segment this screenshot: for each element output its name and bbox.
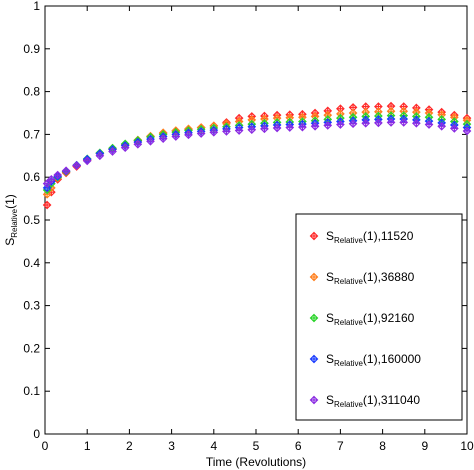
- y-tick-label: 0: [33, 427, 40, 441]
- y-axis-label-main: S: [3, 238, 17, 246]
- y-axis-label: SRelative(1): [3, 194, 19, 246]
- y-tick-label: 0.5: [23, 213, 40, 227]
- y-tick-label: 0.2: [23, 341, 40, 355]
- data-point: [336, 120, 345, 129]
- x-axis-label: Time (Revolutions): [206, 455, 306, 469]
- data-point: [323, 121, 333, 130]
- data-point: [184, 130, 193, 140]
- data-point: [120, 143, 130, 153]
- x-tick-label: 5: [253, 439, 260, 453]
- y-tick-label: 0.4: [23, 256, 40, 270]
- data-point: [108, 147, 117, 156]
- data-point: [298, 122, 307, 132]
- data-point: [399, 118, 409, 127]
- series-5: [42, 118, 472, 188]
- data-point: [361, 118, 371, 128]
- data-point: [462, 126, 472, 136]
- x-tick-label: 7: [337, 439, 344, 453]
- data-point: [449, 124, 459, 133]
- data-point: [386, 118, 396, 127]
- data-point: [146, 136, 155, 146]
- y-tick-label: 0.6: [23, 170, 40, 184]
- y-axis-label-suffix: (1): [3, 194, 17, 209]
- data-point: [133, 139, 143, 149]
- y-tick-label: 0.8: [23, 85, 40, 99]
- data-point: [82, 156, 92, 166]
- data-point: [424, 120, 434, 129]
- legend-label: SRelative(1),11520: [326, 229, 414, 245]
- y-tick-label: 0.3: [23, 299, 40, 313]
- data-point: [285, 123, 295, 132]
- x-tick-label: 1: [84, 439, 91, 453]
- legend-marker: [309, 354, 319, 364]
- y-tick-label: 1: [33, 0, 40, 13]
- y-tick-label: 0.1: [23, 384, 40, 398]
- x-tick-label: 2: [126, 439, 133, 453]
- data-point: [72, 161, 81, 170]
- x-tick-label: 8: [379, 439, 386, 453]
- data-point: [42, 179, 52, 188]
- data-point: [46, 174, 56, 184]
- y-axis: 0 0.1 0.2 0.3 0.4 0.5 0.6 0.7 0.8 0.9 1: [23, 0, 467, 441]
- data-point: [158, 134, 168, 144]
- data-point: [374, 118, 383, 128]
- x-axis: 0 1 2 3 4 5 6 7 8 9 10: [42, 6, 474, 453]
- y-tick-label: 0.7: [23, 127, 40, 141]
- data-point: [196, 129, 206, 138]
- legend-marker: [309, 231, 319, 241]
- legend-label: SRelative(1),311040: [326, 393, 420, 409]
- x-tick-label: 3: [168, 439, 175, 453]
- data-point: [437, 121, 447, 131]
- data-markers: [42, 101, 472, 210]
- legend-item: SRelative(1),160000: [309, 352, 421, 368]
- legend-item: SRelative(1),311040: [309, 393, 420, 409]
- x-tick-label: 6: [295, 439, 302, 453]
- data-point: [95, 151, 105, 161]
- legend-label: SRelative(1),160000: [326, 352, 421, 368]
- data-point: [348, 119, 358, 129]
- legend-marker: [309, 272, 319, 282]
- data-point: [310, 121, 320, 131]
- x-tick-label: 0: [42, 439, 49, 453]
- legend: SRelative(1),11520 SRelative(1),36880 SRel…: [295, 213, 463, 421]
- data-point: [53, 170, 63, 180]
- y-axis-label-sub: Relative: [10, 208, 19, 237]
- y-tick-label: 0.9: [23, 42, 40, 56]
- legend-box: [295, 213, 463, 421]
- legend-label: SRelative(1),92160: [326, 311, 415, 327]
- data-point: [272, 123, 282, 133]
- data-point: [260, 124, 269, 134]
- x-tick-label: 10: [460, 439, 474, 453]
- data-point: [42, 200, 52, 210]
- data-point: [234, 126, 244, 135]
- data-point: [412, 118, 421, 128]
- data-point: [171, 132, 181, 141]
- data-point: [247, 125, 257, 135]
- legend-item: SRelative(1),11520: [309, 229, 414, 245]
- data-point: [222, 127, 231, 136]
- x-tick-label: 9: [421, 439, 428, 453]
- legend-item: SRelative(1),36880: [309, 270, 415, 286]
- x-tick-label: 4: [210, 439, 217, 453]
- legend-marker: [309, 395, 319, 405]
- legend-item: SRelative(1),92160: [309, 311, 415, 327]
- legend-items: SRelative(1),11520 SRelative(1),36880 SRel…: [309, 229, 421, 409]
- legend-label: SRelative(1),36880: [326, 270, 415, 286]
- data-point: [61, 166, 71, 176]
- legend-marker: [309, 313, 319, 323]
- data-point: [209, 127, 219, 137]
